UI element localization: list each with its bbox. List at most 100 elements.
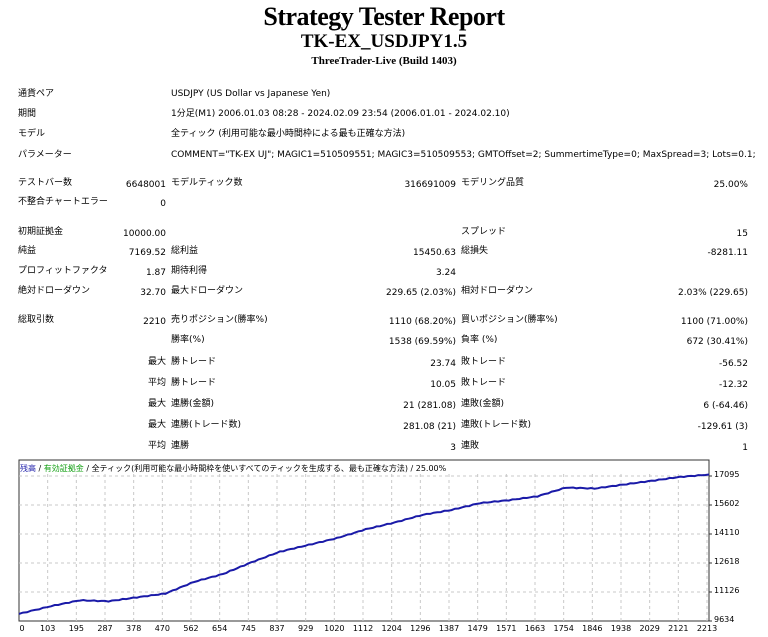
- x-tick-label: 745: [240, 624, 256, 633]
- average-prefix-2: 平均: [147, 441, 166, 451]
- long-value: 1100 (71.00%): [680, 317, 748, 327]
- gross-loss-label: 総損失: [461, 246, 489, 256]
- x-tick-label: 1571: [496, 624, 517, 633]
- x-tick-label: 1479: [467, 624, 488, 633]
- x-tick-label: 2213: [696, 624, 718, 633]
- rel-dd-value: 2.03% (229.65): [678, 288, 748, 298]
- x-tick-label: 1663: [524, 624, 546, 633]
- consec-losses-count-label: 連敗(トレード数): [461, 420, 532, 430]
- params-label: パラメーター: [18, 150, 72, 160]
- consec-wins-count-value: 281.08 (21): [403, 422, 456, 432]
- largest-loss-value: -56.52: [718, 359, 748, 369]
- trades-value: 2210: [143, 317, 166, 327]
- largest-win-value: 23.74: [430, 359, 456, 369]
- deposit-value: 10000.00: [123, 229, 166, 239]
- average-prefix: 平均: [147, 378, 166, 388]
- x-tick-label: 1020: [324, 624, 345, 633]
- params-value: COMMENT="TK-EX UJ"; MAGIC1=510509551; MA…: [171, 150, 756, 160]
- bars-label: テストバー数: [18, 178, 73, 188]
- x-tick-label: 837: [269, 624, 285, 633]
- x-tick-label: 1296: [410, 624, 431, 633]
- gross-profit-label: 総利益: [171, 246, 199, 256]
- chart-legend: 残高 / 有効証拠金 / 全ティック(利用可能な最小時間枠を使いすべてのティック…: [20, 463, 446, 474]
- consec-wins-count-label: 連勝(トレード数): [171, 420, 242, 430]
- period-label: 期間: [18, 109, 37, 119]
- y-tick-label: 14110: [714, 528, 740, 537]
- x-tick-label: 1204: [381, 624, 402, 633]
- model-label: モデル: [18, 129, 46, 139]
- max-prefix-3: 最大: [147, 420, 166, 430]
- x-tick-label: 562: [183, 624, 199, 633]
- legend-description: / 全ティック(利用可能な最小時間枠を使いすべてのティックを生成する、最も正確な…: [83, 464, 447, 473]
- x-tick-label: 0: [19, 624, 25, 633]
- symbol-value: USDJPY (US Dollar vs Japanese Yen): [171, 89, 331, 99]
- consec-losses-count-value: -129.61 (3): [697, 422, 748, 432]
- payoff-label: 期待利得: [171, 266, 208, 276]
- y-tick-label: 15602: [714, 499, 740, 508]
- win-label: 勝率(%): [171, 335, 205, 345]
- short-value: 1110 (68.20%): [388, 317, 456, 327]
- x-tick-label: 195: [68, 624, 84, 633]
- x-tick-label: 1387: [438, 624, 460, 633]
- payoff-value: 3.24: [435, 268, 456, 278]
- largest-prefix: 最大: [147, 357, 166, 367]
- symbol-label: 通貨ペア: [18, 89, 55, 99]
- bars-value: 6648001: [125, 180, 166, 190]
- net-value: 7169.52: [128, 248, 166, 258]
- legend-separator: /: [36, 464, 44, 473]
- gross-profit-value: 15450.63: [413, 248, 456, 258]
- x-tick-label: 2121: [668, 624, 689, 633]
- short-label: 売りポジション(勝率%): [171, 315, 268, 325]
- x-tick-label: 1846: [582, 624, 603, 633]
- avg-win-value: 10.05: [430, 380, 456, 390]
- avg-consec-losses-label: 連敗: [461, 441, 480, 451]
- y-tick-label: 11126: [714, 586, 740, 595]
- x-tick-label: 1112: [352, 624, 374, 633]
- consec-losses-money-value: 6 (-64.46): [703, 401, 748, 411]
- win-value: 1538 (69.59%): [388, 337, 456, 347]
- quality-label: モデリング品質: [461, 178, 525, 188]
- max-prefix-2: 最大: [147, 399, 166, 409]
- pf-label: プロフィットファクタ: [18, 266, 108, 276]
- x-tick-label: 2029: [639, 624, 660, 633]
- x-tick-label: 470: [154, 624, 170, 633]
- max-dd-label: 最大ドローダウン: [171, 286, 244, 296]
- largest-loss-label: 敗トレード: [461, 357, 507, 367]
- report-title: Strategy Tester Report: [263, 2, 505, 31]
- y-tick-label: 12618: [714, 557, 740, 566]
- avg-consec-wins-label: 連勝: [171, 441, 190, 451]
- avg-consec-wins-value: 3: [450, 443, 456, 453]
- spread-label: スプレッド: [461, 227, 507, 237]
- model-value: 全ティック (利用可能な最小時間枠による最も正確な方法): [171, 129, 406, 139]
- rel-dd-label: 相対ドローダウン: [461, 286, 534, 296]
- ticks-label: モデルティック数: [171, 178, 243, 188]
- y-tick-label: 9634: [714, 615, 735, 624]
- gross-loss-value: -8281.11: [707, 248, 748, 258]
- avg-consec-losses-value: 1: [742, 443, 748, 453]
- x-tick-label: 103: [40, 624, 56, 633]
- trades-label: 総取引数: [18, 315, 55, 325]
- x-tick-label: 378: [126, 624, 142, 633]
- consec-losses-money-label: 連敗(金額): [461, 399, 505, 409]
- x-tick-label: 287: [97, 624, 113, 633]
- x-tick-label: 654: [212, 624, 228, 633]
- legend-equity: 有効証拠金: [43, 464, 84, 473]
- x-tick-label: 929: [298, 624, 314, 633]
- largest-win-label: 勝トレード: [171, 357, 217, 367]
- spread-value: 15: [736, 229, 748, 239]
- pf-value: 1.87: [145, 268, 166, 278]
- consec-wins-money-value: 21 (281.08): [403, 401, 456, 411]
- mismatch-value: 0: [160, 199, 166, 209]
- abs-dd-value: 32.70: [140, 288, 166, 298]
- loss-value: 672 (30.41%): [686, 337, 748, 347]
- x-tick-label: 1938: [610, 624, 632, 633]
- ticks-value: 316691009: [404, 180, 456, 190]
- avg-win-label: 勝トレード: [171, 378, 217, 388]
- deposit-label: 初期証拠金: [18, 227, 64, 237]
- mismatch-label: 不整合チャートエラー: [18, 197, 108, 207]
- loss-label: 負率 (%): [461, 335, 498, 345]
- avg-loss-label: 敗トレード: [461, 378, 507, 388]
- abs-dd-label: 絶対ドローダウン: [18, 286, 91, 296]
- ea-name: TK-EX_USDJPY1.5: [300, 31, 468, 52]
